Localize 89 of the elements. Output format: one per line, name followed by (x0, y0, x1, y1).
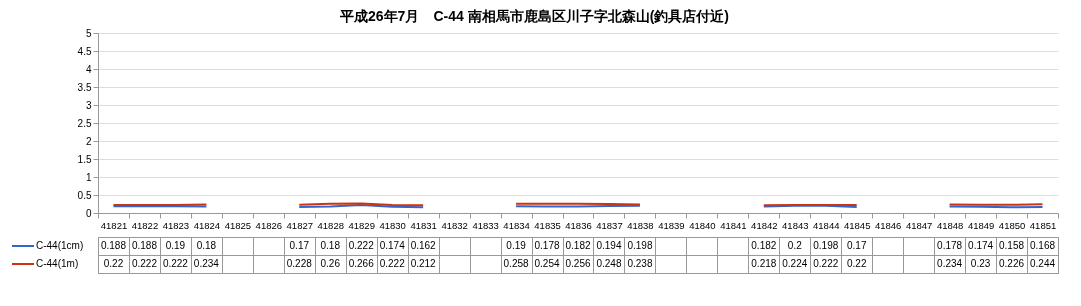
data-label: 0.22 (846, 258, 867, 269)
data-label: 0.162 (410, 240, 437, 251)
data-label: 0.228 (286, 258, 313, 269)
x-tick-label: 41849 (967, 219, 995, 231)
x-tick-label: 41824 (193, 219, 221, 231)
data-label: 0.168 (1030, 240, 1056, 251)
data-label: 0.188 (131, 240, 158, 251)
data-label: 0.254 (534, 258, 560, 269)
data-label: 0.18 (320, 240, 341, 251)
y-tick-label: 5 (85, 27, 92, 39)
x-tick-label: 41838 (627, 219, 654, 231)
data-label: 0.234 (937, 258, 963, 269)
x-tick-label: 41832 (441, 219, 468, 231)
x-tick-label: 41833 (472, 219, 499, 231)
x-tick-label: 41840 (689, 219, 716, 231)
data-label: 0.266 (348, 258, 375, 269)
data-label: 0.198 (627, 240, 653, 251)
y-tick-label: 4 (85, 63, 92, 75)
x-tick-label: 41830 (379, 219, 406, 231)
x-tick-label: 41831 (410, 219, 437, 231)
x-tick-label: 41822 (131, 219, 159, 231)
x-tick-label: 41823 (162, 219, 190, 231)
data-label: 0.178 (937, 240, 963, 251)
x-tick-label: 41827 (286, 219, 313, 231)
x-tick-label: 41842 (751, 219, 778, 231)
data-label: 0.226 (999, 258, 1025, 269)
y-tick-label: 0 (85, 207, 92, 219)
data-label: 0.182 (565, 240, 591, 251)
x-tick-label: 41846 (874, 219, 902, 231)
data-label: 0.222 (813, 258, 839, 269)
x-tick-label: 41837 (596, 219, 623, 231)
data-label: 0.17 (289, 240, 310, 251)
y-tick-label: 1.5 (77, 153, 92, 165)
data-label: 0.222 (348, 240, 375, 251)
data-label: 0.19 (506, 240, 527, 251)
data-label: 0.224 (782, 258, 808, 269)
x-tick-label: 41845 (844, 219, 871, 231)
x-tick-label: 41843 (782, 219, 809, 231)
data-label: 0.178 (534, 240, 560, 251)
data-label: 0.234 (193, 258, 220, 269)
y-tick-label: 1 (85, 171, 92, 183)
x-tick-label: 41836 (565, 219, 592, 231)
data-label: 0.23 (970, 258, 991, 269)
data-label: 0.22 (103, 258, 124, 269)
x-tick-label: 41851 (1029, 219, 1057, 231)
data-label: 0.182 (751, 240, 777, 251)
data-label: 0.158 (999, 240, 1025, 251)
x-tick-label: 41834 (503, 219, 530, 231)
data-label: 0.174 (379, 240, 406, 251)
x-tick-label: 41828 (317, 219, 344, 231)
y-tick-label: 3 (85, 99, 92, 111)
data-label: 0.174 (968, 240, 994, 251)
x-tick-label: 41835 (534, 219, 561, 231)
data-label: 0.188 (100, 240, 127, 251)
data-label: 0.238 (627, 258, 653, 269)
x-tick-label: 41844 (813, 219, 840, 231)
data-label: 0.2 (787, 240, 803, 251)
y-tick-label: 2 (85, 135, 92, 147)
legend-label: C-44(1m) (36, 258, 79, 269)
data-label: 0.19 (165, 240, 186, 251)
data-label: 0.248 (596, 258, 622, 269)
x-tick-label: 41841 (720, 219, 747, 231)
data-label: 0.194 (596, 240, 622, 251)
x-tick-label: 41839 (658, 219, 685, 231)
data-label: 0.17 (846, 240, 867, 251)
data-label: 0.222 (379, 258, 406, 269)
chart-title: 平成26年7月 C-44 南相馬市鹿島区川子字北森山(釣具店付近) (339, 8, 729, 24)
data-label: 0.26 (320, 258, 341, 269)
y-tick-label: 4.5 (77, 45, 92, 57)
data-label: 0.18 (196, 240, 217, 251)
x-tick-label: 41821 (100, 219, 128, 231)
y-tick-label: 3.5 (77, 81, 92, 93)
x-tick-label: 41850 (998, 219, 1026, 231)
x-tick-label: 41829 (348, 219, 375, 231)
y-tick-label: 2.5 (77, 117, 92, 129)
data-label: 0.258 (503, 258, 530, 269)
data-label: 0.218 (751, 258, 777, 269)
data-label: 0.198 (813, 240, 839, 251)
data-label: 0.244 (1030, 258, 1056, 269)
legend-label: C-44(1cm) (36, 240, 84, 251)
data-label: 0.222 (162, 258, 189, 269)
data-label: 0.222 (131, 258, 158, 269)
x-tick-label: 41848 (936, 219, 964, 231)
x-tick-label: 41826 (255, 219, 283, 231)
data-label: 0.256 (565, 258, 591, 269)
y-tick-label: 0.5 (77, 189, 92, 201)
data-label: 0.212 (410, 258, 437, 269)
x-tick-label: 41847 (905, 219, 933, 231)
x-tick-label: 41825 (224, 219, 252, 231)
